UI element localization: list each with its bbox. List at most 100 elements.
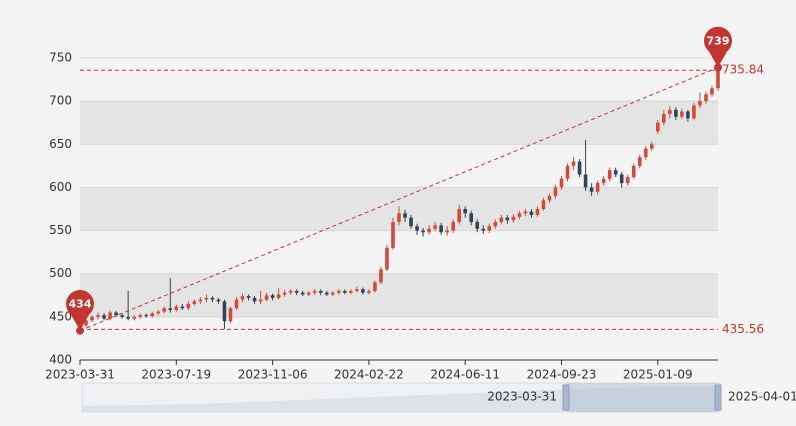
zoom-handle[interactable] xyxy=(562,384,570,411)
candle-body xyxy=(686,111,690,119)
candle-body xyxy=(607,170,612,179)
candle-body xyxy=(649,144,654,149)
candle-body xyxy=(174,306,179,310)
candle-body xyxy=(704,94,708,102)
candle-body xyxy=(493,221,498,227)
candle-body xyxy=(180,306,185,309)
candle-body xyxy=(463,209,468,214)
candle-body xyxy=(559,178,564,188)
zoom-end-label: 2025-04-01 xyxy=(728,390,796,404)
candle-body xyxy=(216,299,221,302)
candle-body xyxy=(601,178,606,184)
candle-body xyxy=(409,217,413,227)
zoom-handle[interactable] xyxy=(714,384,722,411)
candle-body xyxy=(565,165,570,179)
candle-body xyxy=(306,292,311,295)
candle-body xyxy=(114,312,118,316)
y-tick-label: 500 xyxy=(49,266,72,280)
mark-point-pin xyxy=(704,26,732,68)
candle-body xyxy=(619,174,624,184)
candle-body xyxy=(595,183,600,192)
candle-body xyxy=(282,292,287,295)
candle-body xyxy=(324,292,329,295)
y-tick-label: 650 xyxy=(49,137,72,151)
candle-body xyxy=(373,282,377,291)
candle-body xyxy=(511,216,516,221)
candle-body xyxy=(577,161,582,175)
candle-body xyxy=(469,213,474,222)
zoom-selection[interactable] xyxy=(566,383,718,412)
candle-body xyxy=(294,290,299,293)
candle-body xyxy=(168,308,173,310)
candle-body xyxy=(397,213,401,222)
candle-body xyxy=(102,315,106,319)
y-tick-label: 750 xyxy=(49,51,72,65)
candle-body xyxy=(120,315,124,317)
x-tick-label: 2024-09-23 xyxy=(527,368,597,382)
candle-body xyxy=(385,247,389,270)
candle-body xyxy=(613,170,618,175)
candle-body xyxy=(535,209,540,216)
candle-body xyxy=(692,105,696,119)
candle-body xyxy=(505,217,510,221)
candle-body xyxy=(90,316,94,321)
candle-body xyxy=(138,315,142,317)
candle-body xyxy=(367,290,371,293)
x-tick-label: 2023-07-19 xyxy=(141,368,211,382)
trend-line xyxy=(79,67,719,332)
candle-body xyxy=(421,230,425,233)
candle-body xyxy=(349,290,353,293)
candle-body xyxy=(716,70,720,89)
y-tick-label: 700 xyxy=(49,94,72,108)
candle-body xyxy=(258,299,263,302)
split-area xyxy=(80,58,718,102)
candle-body xyxy=(571,161,576,166)
candle-body xyxy=(451,221,455,231)
candle-body xyxy=(192,301,197,304)
candle-body xyxy=(643,148,648,158)
candle-body xyxy=(96,315,100,317)
candle-body xyxy=(276,294,281,298)
candle-body xyxy=(312,290,317,293)
x-tick-label: 2024-06-11 xyxy=(430,368,500,382)
candle-body xyxy=(403,213,407,218)
x-tick-label: 2023-03-31 xyxy=(45,368,115,382)
y-tick-label: 600 xyxy=(49,180,72,194)
candle-body xyxy=(662,114,666,123)
split-area xyxy=(80,101,718,145)
split-area xyxy=(80,230,718,274)
candle-body xyxy=(680,111,684,117)
candle-body xyxy=(427,228,431,233)
candle-body xyxy=(583,174,588,188)
candle-body xyxy=(204,297,209,300)
candle-body xyxy=(330,292,335,295)
zoom-preview xyxy=(82,386,720,412)
candle-body xyxy=(541,200,546,209)
candle-body xyxy=(210,297,215,300)
candle-body xyxy=(487,226,492,231)
split-area xyxy=(80,273,718,317)
candle-body xyxy=(481,228,486,231)
candle-body xyxy=(300,292,305,295)
y-tick-label: 450 xyxy=(49,309,72,323)
candle-body xyxy=(264,295,269,300)
candle-body xyxy=(108,312,112,319)
candle-body xyxy=(150,313,155,316)
candle-body xyxy=(499,217,504,222)
candle-body xyxy=(589,187,594,192)
candle-body xyxy=(126,316,130,319)
candle-body xyxy=(355,289,359,291)
mark-point-label: 434 xyxy=(69,298,92,311)
candle-body xyxy=(433,225,437,229)
candle-body xyxy=(186,303,191,309)
split-area xyxy=(80,144,718,188)
candle-body xyxy=(517,213,522,217)
candle-body xyxy=(710,88,714,95)
x-tick-label: 2024-02-22 xyxy=(334,368,404,382)
candle-body xyxy=(343,290,347,293)
candle-body xyxy=(234,299,239,309)
candle-body xyxy=(656,122,660,132)
candle-body xyxy=(529,211,534,216)
y-tick-label: 400 xyxy=(49,353,72,367)
